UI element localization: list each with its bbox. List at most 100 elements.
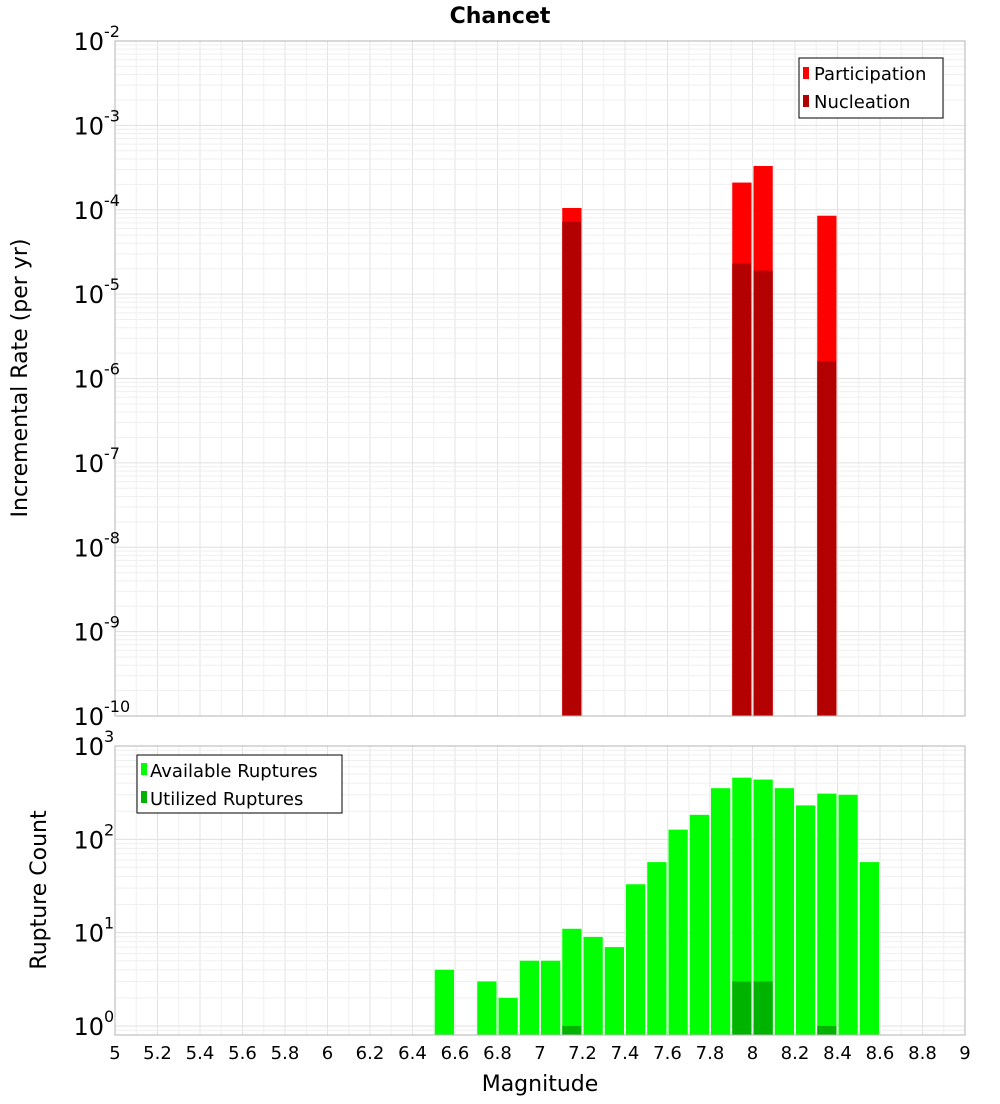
available-legend-swatch (141, 763, 147, 775)
available-bar (817, 793, 837, 1035)
y-tick-label-exponent: -7 (104, 444, 120, 463)
available-legend-label: Available Ruptures (150, 761, 318, 782)
chart-title: Chancet (450, 4, 551, 29)
counts-legend-box (136, 754, 343, 814)
x-tick-label: 7 (534, 1043, 545, 1064)
x-tick-label: 5.4 (186, 1043, 215, 1064)
y-tick-label-exponent: -8 (104, 528, 120, 547)
x-tick-label: 8.2 (781, 1043, 810, 1064)
x-axis-label: Magnitude (482, 1072, 599, 1097)
available-bar (859, 862, 879, 1035)
x-tick-label: 6.8 (483, 1043, 512, 1064)
utilized-bar (753, 981, 773, 1035)
available-bar (689, 814, 709, 1035)
utilized-legend-swatch (141, 791, 147, 803)
rates-grid (114, 40, 966, 717)
y-tick-label-exponent: -4 (104, 191, 120, 210)
counts-legend: Available Ruptures Utilized Ruptures (136, 754, 343, 814)
x-tick-label: 8.4 (823, 1043, 852, 1064)
available-bar (519, 960, 539, 1035)
available-bar (583, 936, 603, 1035)
y-tick-label-exponent: 2 (104, 820, 114, 839)
y-tick-label-base: 10 (73, 733, 104, 761)
available-bar (774, 788, 794, 1035)
utilized-bar (817, 1025, 837, 1035)
x-tick-label: 8 (747, 1043, 758, 1064)
y-tick-label-base: 10 (73, 619, 104, 647)
y-tick-label-exponent: -2 (104, 22, 120, 41)
available-bar (541, 960, 561, 1035)
available-bar (626, 884, 646, 1035)
nucleation-legend-label: Nucleation (814, 92, 910, 113)
x-tick-label: 5.6 (228, 1043, 257, 1064)
rates-plot-frame (114, 40, 966, 717)
x-tick-label: 5.8 (271, 1043, 300, 1064)
utilized-legend-label: Utilized Ruptures (150, 789, 303, 810)
nucleation-bar (753, 270, 773, 716)
nucleation-legend-swatch (803, 95, 809, 107)
available-bar (838, 794, 858, 1035)
x-tick-label: 8.8 (908, 1043, 937, 1064)
rates-legend-box (798, 57, 944, 119)
rates-y-axis-label: Incremental Rate (per yr) (8, 239, 33, 518)
x-tick-label: 6.2 (356, 1043, 385, 1064)
available-bar (668, 829, 688, 1035)
utilized-bar (562, 1025, 582, 1035)
available-bar (562, 928, 582, 1035)
y-tick-label-base: 10 (73, 450, 104, 478)
y-tick-label-exponent: 3 (104, 727, 114, 746)
rates-legend: Participation Nucleation (798, 57, 944, 119)
y-tick-label-base: 10 (73, 197, 104, 225)
y-tick-label-exponent: -10 (104, 697, 130, 716)
available-bar (796, 805, 816, 1035)
x-tick-label: 6.4 (398, 1043, 427, 1064)
x-tick-label: 6.6 (441, 1043, 470, 1064)
y-tick-label-base: 10 (73, 28, 104, 56)
y-tick-label-base: 10 (73, 703, 104, 731)
x-tick-label: 7.2 (568, 1043, 597, 1064)
x-tick-label: 9 (959, 1043, 970, 1064)
y-tick-label-exponent: 1 (104, 914, 114, 933)
counts-plot-frame (114, 745, 966, 1036)
nucleation-bar (817, 361, 837, 716)
counts-bars (434, 777, 879, 1035)
rates-bars (562, 166, 837, 717)
x-tick-label: 7.6 (653, 1043, 682, 1064)
nucleation-bar (732, 263, 752, 716)
participation-legend-label: Participation (814, 64, 926, 85)
y-tick-label-exponent: -9 (104, 613, 120, 632)
y-tick-label-base: 10 (73, 112, 104, 140)
x-tick-label: 7.4 (611, 1043, 640, 1064)
available-bar (647, 862, 667, 1035)
available-bar (434, 969, 454, 1035)
nucleation-bar (562, 221, 582, 717)
y-tick-label-base: 10 (73, 366, 104, 394)
x-tick-label: 8.6 (866, 1043, 895, 1064)
available-bar (753, 779, 773, 1035)
y-tick-label-base: 10 (73, 534, 104, 562)
x-tick-label: 5 (109, 1043, 120, 1064)
x-tick-label: 6 (322, 1043, 333, 1064)
y-tick-label-exponent: 0 (104, 1007, 114, 1026)
y-tick-label-base: 10 (73, 920, 104, 948)
y-tick-label-exponent: -3 (104, 106, 120, 125)
y-tick-label-base: 10 (73, 1013, 104, 1041)
y-tick-label-base: 10 (73, 826, 104, 854)
utilized-bar (732, 981, 752, 1035)
counts-x-tick-labels: 5 5.2 5.4 5.6 5.8 6 6.2 6.4 6.6 6.8 7 7.2 7.4 7.6 7.8 8… (109, 1043, 970, 1064)
available-bar (604, 947, 624, 1035)
x-tick-label: 5.2 (143, 1043, 172, 1064)
y-tick-label-exponent: -6 (104, 360, 120, 379)
x-tick-label: 7.8 (696, 1043, 725, 1064)
y-tick-label-exponent: -5 (104, 275, 120, 294)
available-bar (711, 788, 731, 1035)
participation-legend-swatch (803, 67, 809, 79)
counts-y-axis-label: Rupture Count (27, 810, 52, 970)
available-bar (498, 997, 518, 1035)
